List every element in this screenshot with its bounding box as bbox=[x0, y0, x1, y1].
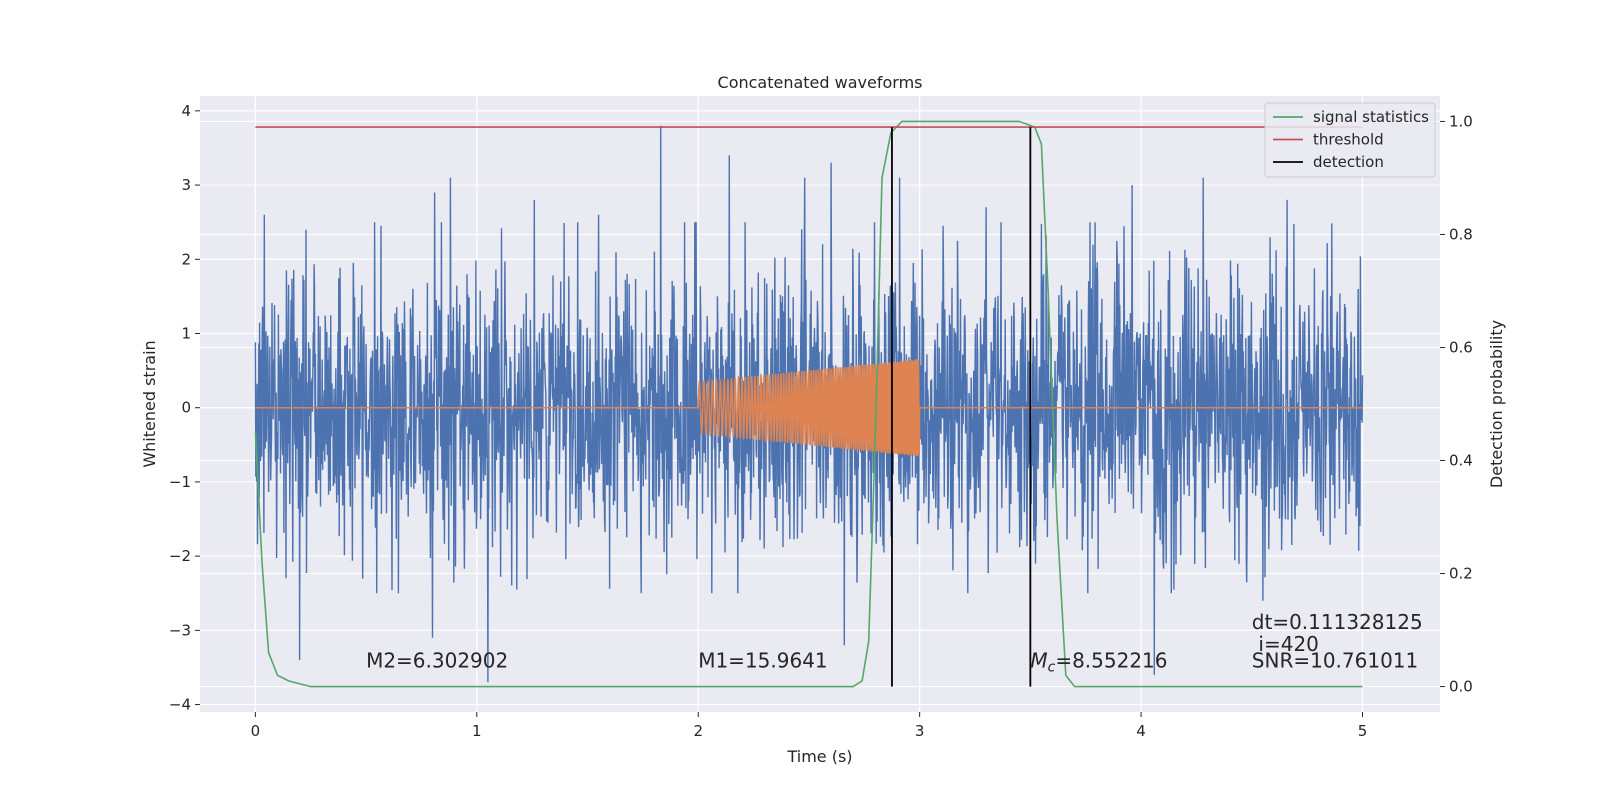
y-tick-label: −2 bbox=[169, 547, 191, 565]
y-right-tick-label: 0.8 bbox=[1449, 225, 1473, 243]
x-tick-label: 3 bbox=[915, 722, 925, 740]
y-tick-label: −1 bbox=[169, 473, 191, 491]
x-axis-label: Time (s) bbox=[786, 747, 852, 766]
x-tick-label: 0 bbox=[251, 722, 261, 740]
x-tick-label: 2 bbox=[693, 722, 703, 740]
x-tick-label: 1 bbox=[472, 722, 482, 740]
x-tick-label: 4 bbox=[1136, 722, 1146, 740]
detection-lines bbox=[891, 127, 1032, 687]
annotations: M2=6.302902 M1=15.9641 Mc=8.552216 SNR=10.7… bbox=[366, 610, 1423, 676]
chirp-series bbox=[255, 359, 1363, 457]
y-right-tick-label: 0.4 bbox=[1449, 452, 1473, 470]
y-right-tick-label: 0.6 bbox=[1449, 338, 1473, 356]
y-tick-label: 0 bbox=[181, 399, 191, 417]
chart-title: Concatenated waveforms bbox=[718, 73, 923, 92]
y-tick-label: 1 bbox=[181, 324, 191, 342]
annotation-text: M2=6.302902 bbox=[366, 648, 508, 672]
y-tick-label: 2 bbox=[181, 250, 191, 268]
y-tick-label: 4 bbox=[181, 102, 191, 120]
x-axis: 0 1 2 3 4 5 bbox=[251, 712, 1368, 740]
annotation-text: Mc=8.552216 bbox=[1030, 648, 1167, 675]
legend-label: threshold bbox=[1313, 131, 1384, 149]
signal-statistics-series bbox=[254, 120, 1363, 688]
y-axis-label: Whitened strain bbox=[140, 340, 159, 467]
annotation-text: dt=0.111328125 bbox=[1252, 610, 1423, 634]
y-tick-label: 3 bbox=[181, 176, 191, 194]
y-right-tick-label: 1.0 bbox=[1449, 112, 1473, 130]
legend-label: detection bbox=[1313, 153, 1384, 171]
x-tick-label: 5 bbox=[1358, 722, 1368, 740]
annotation-text: M1=15.9641 bbox=[698, 648, 827, 672]
y-right-tick-label: 0.2 bbox=[1449, 565, 1473, 583]
y-tick-label: −4 bbox=[169, 696, 191, 714]
annotation-text: SNR=10.761011 bbox=[1252, 648, 1418, 672]
legend-label: signal statistics bbox=[1313, 108, 1429, 126]
plot-area bbox=[254, 120, 1364, 688]
y-right-tick-label: 0.0 bbox=[1449, 678, 1473, 696]
right-axis: 0.0 0.2 0.4 0.6 0.8 1.0 bbox=[1440, 112, 1473, 696]
annotation-text: i=420 bbox=[1258, 632, 1319, 656]
y-tick-label: −3 bbox=[169, 621, 191, 639]
y-right-axis-label: Detection probability bbox=[1487, 320, 1506, 488]
left-axis: −4 −3 −2 −1 0 1 2 3 4 bbox=[169, 102, 200, 714]
legend-box bbox=[1264, 102, 1436, 178]
legend: signal statistics threshold detection bbox=[1264, 102, 1436, 178]
